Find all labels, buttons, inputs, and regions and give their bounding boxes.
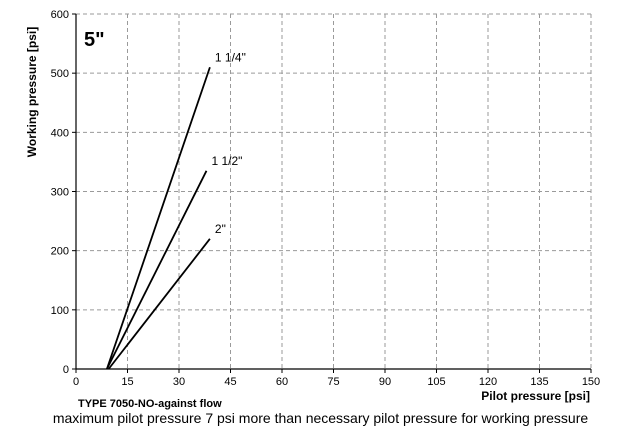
x-axis-label: Pilot pressure [psi] (481, 389, 590, 403)
series-labels: 1 1/4" 1 1/2" 2" (211, 50, 245, 236)
x-tick-label: 0 (73, 376, 79, 388)
y-tick-label: 200 (51, 246, 69, 258)
grid (76, 14, 591, 369)
series-line-3 (107, 238, 211, 370)
x-tick-label: 30 (173, 376, 185, 388)
series-label-2: 1 1/2" (211, 154, 242, 168)
series-label-1: 1 1/4" (215, 50, 246, 64)
x-tick-label: 105 (427, 376, 445, 388)
x-tick-label: 120 (479, 376, 497, 388)
y-axis-label: Working pressure [psi] (25, 27, 39, 157)
chart-subtitle: TYPE 7050-NO-against flow (78, 398, 222, 410)
x-tick-label: 60 (276, 376, 288, 388)
x-tick-label: 90 (379, 376, 391, 388)
chart-note: maximum pilot pressure 7 psi more than n… (52, 410, 589, 426)
y-tick-label: 600 (51, 9, 69, 21)
y-tick-label: 100 (51, 305, 69, 317)
series-line-1 (106, 66, 211, 370)
x-tick-labels: 0 15 30 45 60 75 90 105 120 135 150 (73, 369, 600, 388)
y-tick-label: 500 (51, 68, 69, 80)
y-tick-labels: 0 100 200 300 400 500 600 (51, 9, 76, 376)
y-tick-label: 300 (51, 187, 69, 199)
x-tick-label: 45 (224, 376, 236, 388)
x-tick-label: 75 (327, 376, 339, 388)
y-tick-label: 400 (51, 127, 69, 139)
y-tick-label: 0 (63, 364, 69, 376)
x-tick-label: 150 (582, 376, 600, 388)
series-line-2 (106, 170, 208, 370)
series-label-3: 2" (215, 222, 226, 236)
series-lines (106, 66, 211, 370)
x-tick-label: 15 (121, 376, 133, 388)
size-label: 5" (84, 29, 105, 51)
x-tick-label: 135 (530, 376, 548, 388)
